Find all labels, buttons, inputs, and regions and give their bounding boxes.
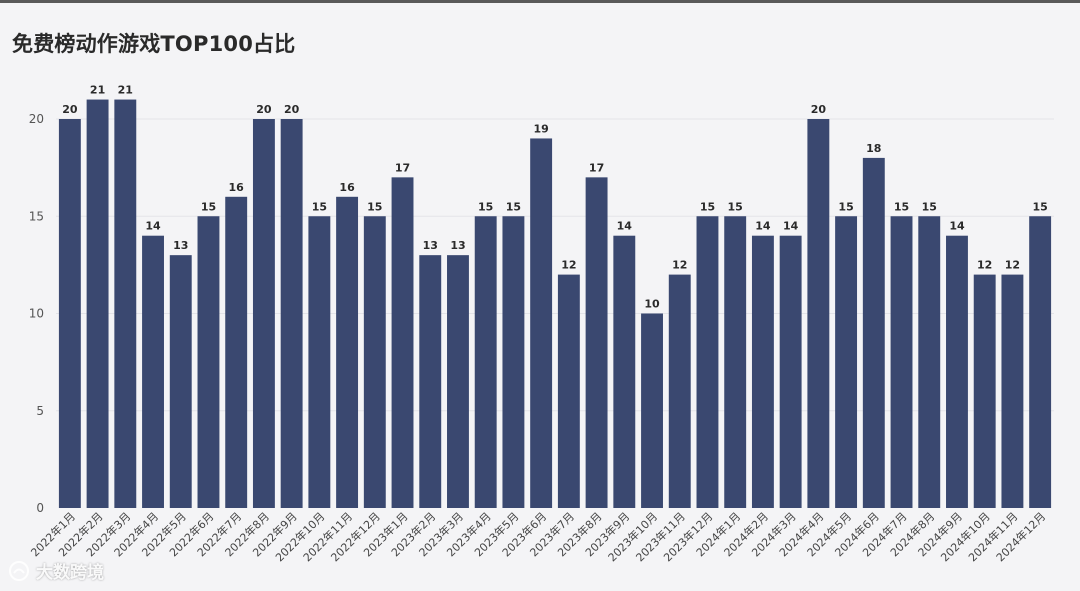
data-label: 14 [783, 220, 799, 233]
bar [890, 216, 913, 508]
bar [363, 216, 386, 508]
data-label: 15 [894, 200, 909, 213]
data-label: 10 [644, 298, 660, 311]
data-label: 19 [533, 122, 548, 135]
data-label: 17 [395, 161, 410, 174]
chart-title: 免费榜动作游戏TOP100占比 [12, 32, 296, 56]
data-label: 13 [173, 239, 188, 252]
top-border [0, 0, 1080, 3]
data-label: 20 [811, 103, 827, 116]
bar [474, 216, 497, 508]
data-label: 21 [90, 84, 105, 97]
data-label: 12 [561, 259, 576, 272]
bar [862, 157, 885, 508]
bar [668, 274, 691, 508]
data-label: 20 [62, 103, 78, 116]
bar [197, 216, 220, 508]
bar [419, 255, 442, 508]
bar [447, 255, 469, 508]
bar [613, 235, 636, 508]
y-tick-label: 5 [36, 404, 44, 418]
data-label: 14 [617, 220, 633, 233]
data-label: 15 [312, 200, 327, 213]
bar [142, 235, 164, 508]
watermark: 大数跨境 [8, 558, 104, 583]
data-label: 18 [866, 142, 881, 155]
bar [225, 196, 248, 509]
bar [835, 216, 858, 508]
bar [336, 196, 359, 509]
data-label: 17 [589, 161, 604, 174]
data-label: 15 [838, 200, 853, 213]
y-tick-label: 20 [29, 112, 44, 126]
data-label: 15 [367, 200, 382, 213]
bar [391, 177, 414, 508]
bar [946, 235, 968, 508]
data-label: 20 [284, 103, 300, 116]
bar [1029, 216, 1052, 508]
bar [807, 119, 830, 508]
data-label: 16 [339, 181, 355, 194]
data-label: 15 [728, 200, 743, 213]
bar [751, 235, 774, 508]
bar [86, 99, 109, 509]
data-label: 13 [450, 239, 465, 252]
data-label: 15 [1032, 200, 1047, 213]
bar [779, 235, 802, 508]
bar [58, 119, 81, 508]
bar [585, 177, 608, 508]
bar [280, 119, 303, 508]
data-label: 15 [478, 200, 493, 213]
bar [557, 274, 580, 508]
data-label: 15 [201, 200, 216, 213]
bar [114, 99, 137, 509]
data-label: 14 [145, 220, 161, 233]
bar [918, 216, 941, 508]
data-label: 15 [700, 200, 715, 213]
data-label: 15 [506, 200, 521, 213]
bar [641, 313, 663, 508]
y-tick-label: 10 [29, 307, 44, 321]
data-label: 12 [1005, 259, 1020, 272]
data-label: 20 [256, 103, 272, 116]
data-label: 14 [755, 220, 771, 233]
y-tick-label: 15 [29, 209, 44, 223]
data-label: 13 [423, 239, 438, 252]
data-label: 15 [922, 200, 937, 213]
bar [973, 274, 996, 508]
bar [1001, 274, 1024, 508]
bar [252, 119, 275, 508]
data-label: 16 [229, 181, 245, 194]
bar [530, 138, 553, 508]
watermark-logo-icon [9, 560, 29, 581]
y-tick-label: 0 [36, 501, 44, 515]
bar [724, 216, 747, 508]
bar [169, 255, 192, 508]
data-label: 12 [977, 259, 992, 272]
data-label: 14 [949, 220, 965, 233]
data-label: 12 [672, 259, 687, 272]
bar [696, 216, 719, 508]
bar [308, 216, 331, 508]
watermark-text: 大数跨境 [36, 563, 104, 583]
bar [502, 216, 525, 508]
data-label: 21 [118, 84, 133, 97]
